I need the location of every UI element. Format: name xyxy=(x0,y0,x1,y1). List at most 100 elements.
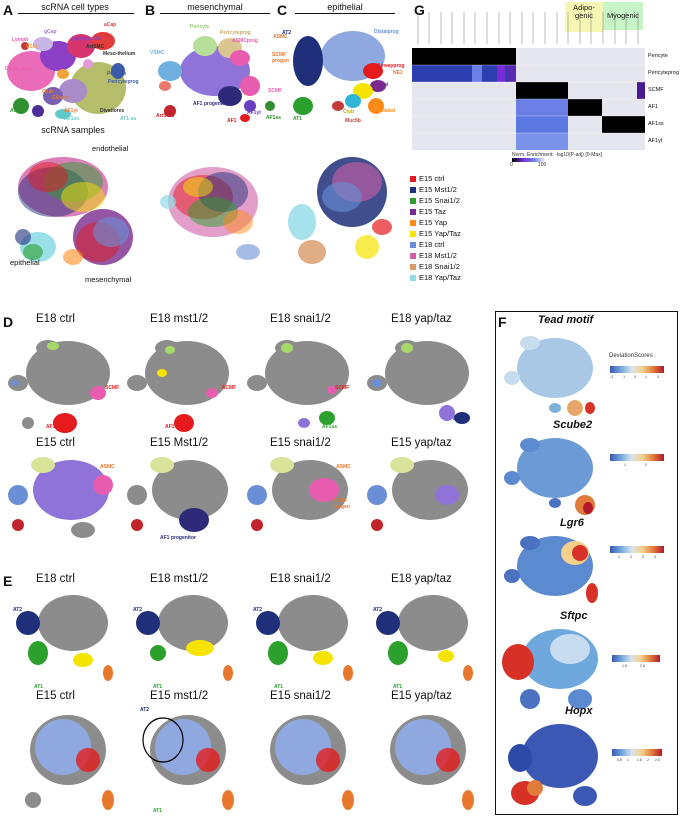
f-tick: 1 xyxy=(627,758,629,762)
f-colorbar-scube2 xyxy=(610,454,664,461)
panel-a-subtitle: scRNA samples xyxy=(41,125,105,135)
f-umap-tead xyxy=(504,336,595,416)
e-ann-at1-3: AT1 xyxy=(274,684,284,690)
f-tick: 3 xyxy=(642,555,644,559)
a-label-gcap: gCap xyxy=(44,29,57,35)
f-tick: 1.5 xyxy=(622,664,627,668)
e-umap-r1c3 xyxy=(390,715,474,810)
e-ann-at2-4: AT2 xyxy=(373,607,383,613)
d-title-r1c2: E15 snai1/2 xyxy=(270,437,331,449)
legend-swatch xyxy=(410,274,416,281)
a-label-club: Club xyxy=(42,89,54,95)
panel-g-heatmap xyxy=(412,48,645,150)
f-gene-scube2: Scube2 xyxy=(553,419,593,431)
f-umap-sftpc xyxy=(502,629,598,709)
d-title-r0c2: E18 snai1/2 xyxy=(270,313,331,325)
e-ann-at2-2: AT2 xyxy=(133,607,143,613)
a-label-ciliated: Ciliated xyxy=(52,95,71,101)
d-ann-asmc-2: ASMC xyxy=(336,464,351,470)
b-label-af1ss: AF1ss xyxy=(266,115,282,121)
f-umap-hopx xyxy=(508,724,598,806)
panel-b-letter: B xyxy=(145,2,156,18)
e-ann-at1-2: AT1 xyxy=(153,684,163,690)
a-sample-endothelial: endothelial xyxy=(92,144,129,153)
e-umap-r1c0 xyxy=(25,715,114,810)
a-label-acap: aCap xyxy=(104,22,117,28)
d-ann-af1-2: AF1 xyxy=(165,424,175,430)
d-umap-r0c2 xyxy=(247,340,349,428)
f-colorbar-tead xyxy=(610,366,664,373)
panel-a-samples-umap xyxy=(15,157,133,265)
legend-swatch xyxy=(410,208,416,215)
f-umap-lgr6 xyxy=(504,536,598,603)
g-legend-min: 0 xyxy=(510,162,513,168)
e-umap-r0c1 xyxy=(136,595,233,681)
panel-f-letter: F xyxy=(498,314,507,330)
f-tick: 1 xyxy=(618,555,620,559)
legend-item: E18 Mst1/2 xyxy=(410,251,457,260)
g-legend-bar xyxy=(512,158,544,162)
f-tick: 0 xyxy=(634,375,636,379)
d-ann-scmf-3: SCMF xyxy=(335,385,350,391)
f-tick: 1 xyxy=(645,375,647,379)
legend-swatch xyxy=(410,175,416,182)
f-gene-lgr6: Lgr6 xyxy=(560,517,584,529)
d-umap-r0c0 xyxy=(8,340,110,433)
d-ann-af1progenitor: AF1 progenitor xyxy=(160,535,196,541)
b-label-asmcprog: ASMCprog xyxy=(232,38,258,44)
panel-b-title-underline xyxy=(160,13,270,14)
b-label-af1progenitor: AF1 progenitor xyxy=(193,101,229,107)
legend-swatch xyxy=(410,186,416,193)
d-umap-r1c3 xyxy=(367,457,468,531)
c-label-club: Club xyxy=(343,109,355,115)
panel-c-title-underline xyxy=(295,13,395,14)
legend-item: E15 ctrl xyxy=(410,174,444,183)
d-title-r1c3: E15 yap/taz xyxy=(391,437,452,449)
d-ann-af1ss: AF1ss xyxy=(322,424,338,430)
panel-b-title: mesenchymal xyxy=(187,2,243,12)
g-category-adipogenic: Adipo-genic xyxy=(565,2,603,32)
e-ann-at1-1: AT1 xyxy=(34,684,44,690)
panel-e-letter: E xyxy=(3,573,13,589)
d-ann-scmf-1: SCMF xyxy=(105,385,120,391)
a-label-at2: AT2 xyxy=(34,112,44,118)
d-title-r0c3: E18 yap/taz xyxy=(391,313,452,325)
c-label-at1: AT1 xyxy=(293,116,303,122)
panel-a-letter: A xyxy=(3,2,14,18)
a-label-lymph: Lymph xyxy=(12,37,29,43)
g-row-pericyte: Pericyte xyxy=(648,53,668,59)
d-umap-r1c0 xyxy=(8,457,113,538)
a-label-distalprog: Distal prog xyxy=(5,66,32,72)
legend-swatch xyxy=(410,197,416,204)
panel-g-letter: G xyxy=(414,2,425,18)
panel-a-title-underline xyxy=(18,13,134,14)
a-sample-mesenchymal: mesenchymal xyxy=(85,275,132,284)
f-tick: 2 xyxy=(647,758,649,762)
d-ann-scmfprogen: SCMF progen xyxy=(333,498,350,510)
g-row-scmf: SCMF xyxy=(648,87,664,93)
g-row-af1yt: AF1yt xyxy=(648,138,663,144)
f-tick: 4 xyxy=(654,555,656,559)
d-ann-scmf-2: SCMF xyxy=(222,385,237,391)
e-title-r1c0: E15 ctrl xyxy=(36,690,75,702)
f-gene-tead: Tead motif xyxy=(538,314,594,326)
b-label-vsmc: VSMC xyxy=(150,50,165,56)
f-tick: 2.5 xyxy=(640,664,645,668)
e-ann-at2-5: AT2 xyxy=(140,707,150,713)
panel-d-letter: D xyxy=(3,314,14,330)
f-colorbar-lgr6 xyxy=(610,546,664,553)
legend-item: E18 ctrl xyxy=(410,240,444,249)
b-label-pericyteprog: Pericyteprog xyxy=(220,30,251,36)
f-tick: -3 xyxy=(610,375,614,379)
c-label-muc5b: Muc5b xyxy=(345,118,361,124)
e-ann-at1-4: AT1 xyxy=(393,684,403,690)
legend-swatch xyxy=(410,252,416,259)
a-label-pericyte: Pericyte xyxy=(107,71,127,77)
d-ann-af1yt: AF1yt xyxy=(453,416,467,422)
legend-swatch xyxy=(410,219,416,226)
a-label-mesothelium: Meso-thelium xyxy=(103,51,136,57)
c-label-at2: AT2 xyxy=(282,30,292,36)
d-title-r1c1: E15 Mst1/2 xyxy=(150,437,209,449)
g-legend-title: Norm. Enrichment: -log10(P-adj) [0-Max] xyxy=(512,152,603,158)
a-label-divatiores: Divatiores xyxy=(100,108,125,114)
